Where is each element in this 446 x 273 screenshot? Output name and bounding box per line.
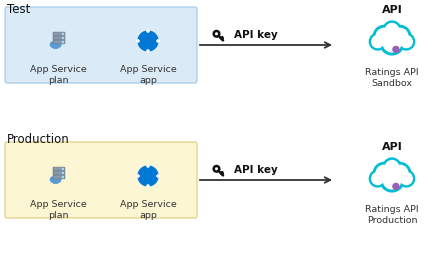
Circle shape	[147, 30, 149, 32]
FancyBboxPatch shape	[5, 142, 197, 218]
Text: App Service
plan: App Service plan	[29, 65, 87, 85]
Circle shape	[401, 173, 412, 185]
Circle shape	[386, 161, 398, 173]
Circle shape	[53, 44, 56, 48]
FancyBboxPatch shape	[5, 7, 197, 83]
Circle shape	[54, 40, 58, 44]
Text: API: API	[382, 5, 402, 15]
Circle shape	[137, 175, 139, 177]
Text: Ratings API
Sandbox: Ratings API Sandbox	[365, 68, 419, 88]
Circle shape	[392, 165, 408, 182]
Text: API key: API key	[234, 165, 278, 175]
Circle shape	[384, 159, 400, 175]
Text: Test: Test	[7, 3, 30, 16]
Circle shape	[383, 34, 401, 52]
Circle shape	[62, 41, 63, 43]
Circle shape	[384, 22, 400, 38]
Circle shape	[376, 165, 392, 182]
FancyBboxPatch shape	[53, 40, 65, 44]
Circle shape	[399, 34, 413, 49]
Circle shape	[390, 26, 410, 46]
Circle shape	[393, 183, 399, 189]
Circle shape	[50, 42, 56, 47]
Text: App Service
app: App Service app	[120, 200, 176, 220]
Text: Production: Production	[7, 133, 70, 146]
Circle shape	[138, 31, 158, 51]
Circle shape	[390, 164, 410, 183]
Circle shape	[53, 179, 56, 183]
Text: App Service
app: App Service app	[120, 65, 176, 85]
Circle shape	[147, 50, 149, 52]
Circle shape	[52, 41, 59, 48]
Circle shape	[157, 175, 159, 177]
Circle shape	[392, 28, 408, 44]
Circle shape	[399, 171, 413, 186]
Circle shape	[138, 166, 158, 186]
FancyBboxPatch shape	[53, 36, 65, 40]
Circle shape	[52, 176, 59, 183]
Circle shape	[376, 28, 392, 44]
Circle shape	[372, 173, 384, 185]
Circle shape	[138, 166, 158, 186]
Circle shape	[381, 169, 403, 191]
FancyBboxPatch shape	[53, 171, 65, 175]
Circle shape	[381, 32, 403, 54]
Circle shape	[54, 175, 58, 179]
Circle shape	[55, 44, 59, 48]
Circle shape	[147, 165, 149, 167]
Text: Ratings API
Production: Ratings API Production	[365, 205, 419, 225]
Circle shape	[62, 37, 63, 38]
Circle shape	[371, 34, 385, 49]
Circle shape	[393, 46, 399, 52]
FancyBboxPatch shape	[53, 167, 65, 171]
Circle shape	[138, 31, 158, 51]
Text: API key: API key	[234, 30, 278, 40]
Circle shape	[371, 171, 385, 186]
Circle shape	[157, 40, 159, 42]
Circle shape	[55, 179, 59, 183]
Circle shape	[137, 40, 139, 42]
Circle shape	[62, 173, 63, 174]
FancyBboxPatch shape	[53, 175, 65, 179]
Circle shape	[55, 42, 61, 47]
Circle shape	[147, 185, 149, 187]
Text: API: API	[382, 142, 402, 152]
Circle shape	[62, 168, 63, 170]
Circle shape	[50, 177, 56, 182]
Circle shape	[374, 26, 394, 46]
Circle shape	[374, 164, 394, 183]
Circle shape	[372, 36, 384, 48]
Circle shape	[401, 36, 412, 48]
Circle shape	[386, 23, 398, 36]
Circle shape	[383, 171, 401, 189]
Circle shape	[55, 177, 61, 182]
Text: App Service
plan: App Service plan	[29, 200, 87, 220]
FancyBboxPatch shape	[53, 32, 65, 36]
